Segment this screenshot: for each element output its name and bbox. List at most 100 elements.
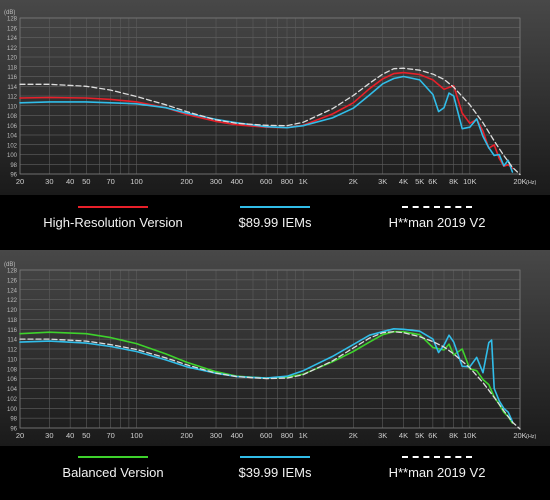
x-tick-label: 5K	[415, 177, 424, 186]
y-tick-label: 124	[7, 288, 18, 294]
x-tick-label: 8K	[449, 177, 458, 186]
legend-swatch-red	[78, 206, 148, 208]
legend-item-target: H**man 2019 V2	[347, 206, 527, 232]
y-tick-label: 122	[7, 298, 18, 304]
legend-swatch-green	[78, 456, 148, 458]
y-tick-label: 98	[10, 417, 17, 423]
x-tick-label: 300	[210, 431, 223, 440]
plot-frame	[19, 269, 521, 429]
y-tick-label: 114	[7, 338, 17, 344]
y-tick-label: 104	[7, 134, 18, 140]
x-tick-label: 100	[130, 177, 143, 186]
y-tick-label: 114	[7, 85, 17, 91]
x-tick-label: 100	[130, 431, 143, 440]
chart-legend-top: High-Resolution Version $89.99 IEMs H**m…	[0, 206, 550, 246]
y-tick-label: 108	[7, 114, 18, 120]
y-tick-label: 98	[10, 163, 17, 169]
y-tick-label: 112	[7, 348, 17, 354]
y-tick-label: 108	[7, 367, 18, 373]
x-tick-label: 4K	[399, 431, 408, 440]
x-tick-label: 50	[82, 431, 90, 440]
legend-label: $39.99 IEMs	[238, 465, 312, 480]
chart-legend-bottom: Balanced Version $39.99 IEMs H**man 2019…	[0, 456, 550, 496]
series-line-3	[19, 331, 521, 430]
x-tick-label: 800	[281, 431, 294, 440]
x-tick-label: 3K	[378, 177, 387, 186]
x-tick-label: 800	[281, 177, 294, 186]
x-tick-label: 400	[231, 177, 244, 186]
x-tick-label: 200	[180, 431, 193, 440]
x-tick-label: 200	[180, 177, 193, 186]
series-line-2	[19, 328, 514, 423]
y-tick-label: 118	[7, 318, 17, 324]
x-tick-label: 5K	[415, 431, 424, 440]
x-tick-label: 1K	[299, 177, 308, 186]
legend-swatch-blue	[240, 456, 310, 458]
y-tick-label: 112	[7, 95, 17, 101]
x-tick-label: 1K	[299, 431, 308, 440]
x-axis-unit-label: (Hz)	[526, 434, 537, 440]
x-tick-label: 2K	[349, 431, 358, 440]
y-tick-label: 100	[7, 153, 18, 159]
legend-item-39-iems: $39.99 IEMs	[185, 456, 365, 482]
y-tick-label: 110	[7, 357, 17, 363]
series-line-3	[19, 67, 521, 176]
y-tick-label: 116	[7, 328, 17, 334]
legend-label: H**man 2019 V2	[388, 465, 486, 480]
y-tick-label: 120	[7, 308, 18, 314]
legend-label: High-Resolution Version	[43, 215, 183, 230]
y-tick-label: 100	[7, 407, 18, 413]
legend-label: H**man 2019 V2	[388, 215, 486, 230]
legend-swatch-dashed	[402, 456, 472, 458]
x-tick-label: 40	[66, 177, 74, 186]
y-tick-label: 126	[7, 26, 18, 32]
x-tick-label: 3K	[378, 431, 387, 440]
x-tick-label: 40	[66, 431, 74, 440]
y-tick-label: 110	[7, 104, 17, 110]
y-tick-label: 102	[7, 397, 18, 403]
x-tick-label: 70	[107, 431, 115, 440]
x-tick-label: 600	[260, 177, 273, 186]
x-tick-label: 30	[45, 431, 53, 440]
y-tick-label: 124	[7, 36, 18, 42]
legend-swatch-blue	[240, 206, 310, 208]
y-tick-label: 102	[7, 143, 18, 149]
legend-item-high-resolution: High-Resolution Version	[23, 206, 203, 232]
x-tick-label: 10K	[463, 431, 476, 440]
legend-item-target: H**man 2019 V2	[347, 456, 527, 482]
y-tick-label: 96	[10, 173, 17, 179]
y-tick-label: 106	[7, 124, 18, 130]
legend-item-balanced: Balanced Version	[23, 456, 203, 482]
x-tick-label: 10K	[463, 177, 476, 186]
y-tick-label: 104	[7, 387, 18, 393]
x-tick-label: 2K	[349, 177, 358, 186]
legend-label: Balanced Version	[62, 465, 164, 480]
legend-label: $89.99 IEMs	[238, 215, 312, 230]
y-tick-label: 120	[7, 56, 18, 62]
y-tick-label: 106	[7, 377, 18, 383]
plot-frame	[19, 17, 521, 175]
chart-background	[0, 250, 550, 446]
x-tick-label: 400	[231, 431, 244, 440]
x-tick-label: 6K	[428, 177, 437, 186]
x-tick-label: 70	[107, 177, 115, 186]
x-tick-label: 20	[16, 177, 24, 186]
chart-panel-top: 96 98 100 102 104 106 108 110 112 114 116 118 120 122…	[0, 0, 550, 246]
x-tick-label: 20K	[513, 431, 526, 440]
x-tick-label: 6K	[428, 431, 437, 440]
y-tick-label: 128	[7, 269, 18, 275]
x-tick-label: 4K	[399, 177, 408, 186]
frequency-response-chart-top: 96 98 100 102 104 106 108 110 112 114 116 118 120 122…	[0, 0, 550, 195]
y-tick-label: 118	[7, 65, 17, 71]
x-tick-label: 20	[16, 431, 24, 440]
y-tick-label: 128	[7, 17, 18, 23]
x-tick-label: 50	[82, 177, 90, 186]
y-tick-label: 122	[7, 46, 18, 52]
y-axis-unit-label: (dB)	[4, 262, 15, 268]
chart-background	[0, 0, 550, 195]
y-tick-label: 96	[10, 427, 17, 433]
x-tick-label: 20K	[513, 177, 526, 186]
x-tick-label: 8K	[449, 431, 458, 440]
x-tick-label: 30	[45, 177, 53, 186]
frequency-response-chart-bottom: 96 98 100 102 104 106 108 110 112 114 116 118 120 122…	[0, 250, 550, 446]
